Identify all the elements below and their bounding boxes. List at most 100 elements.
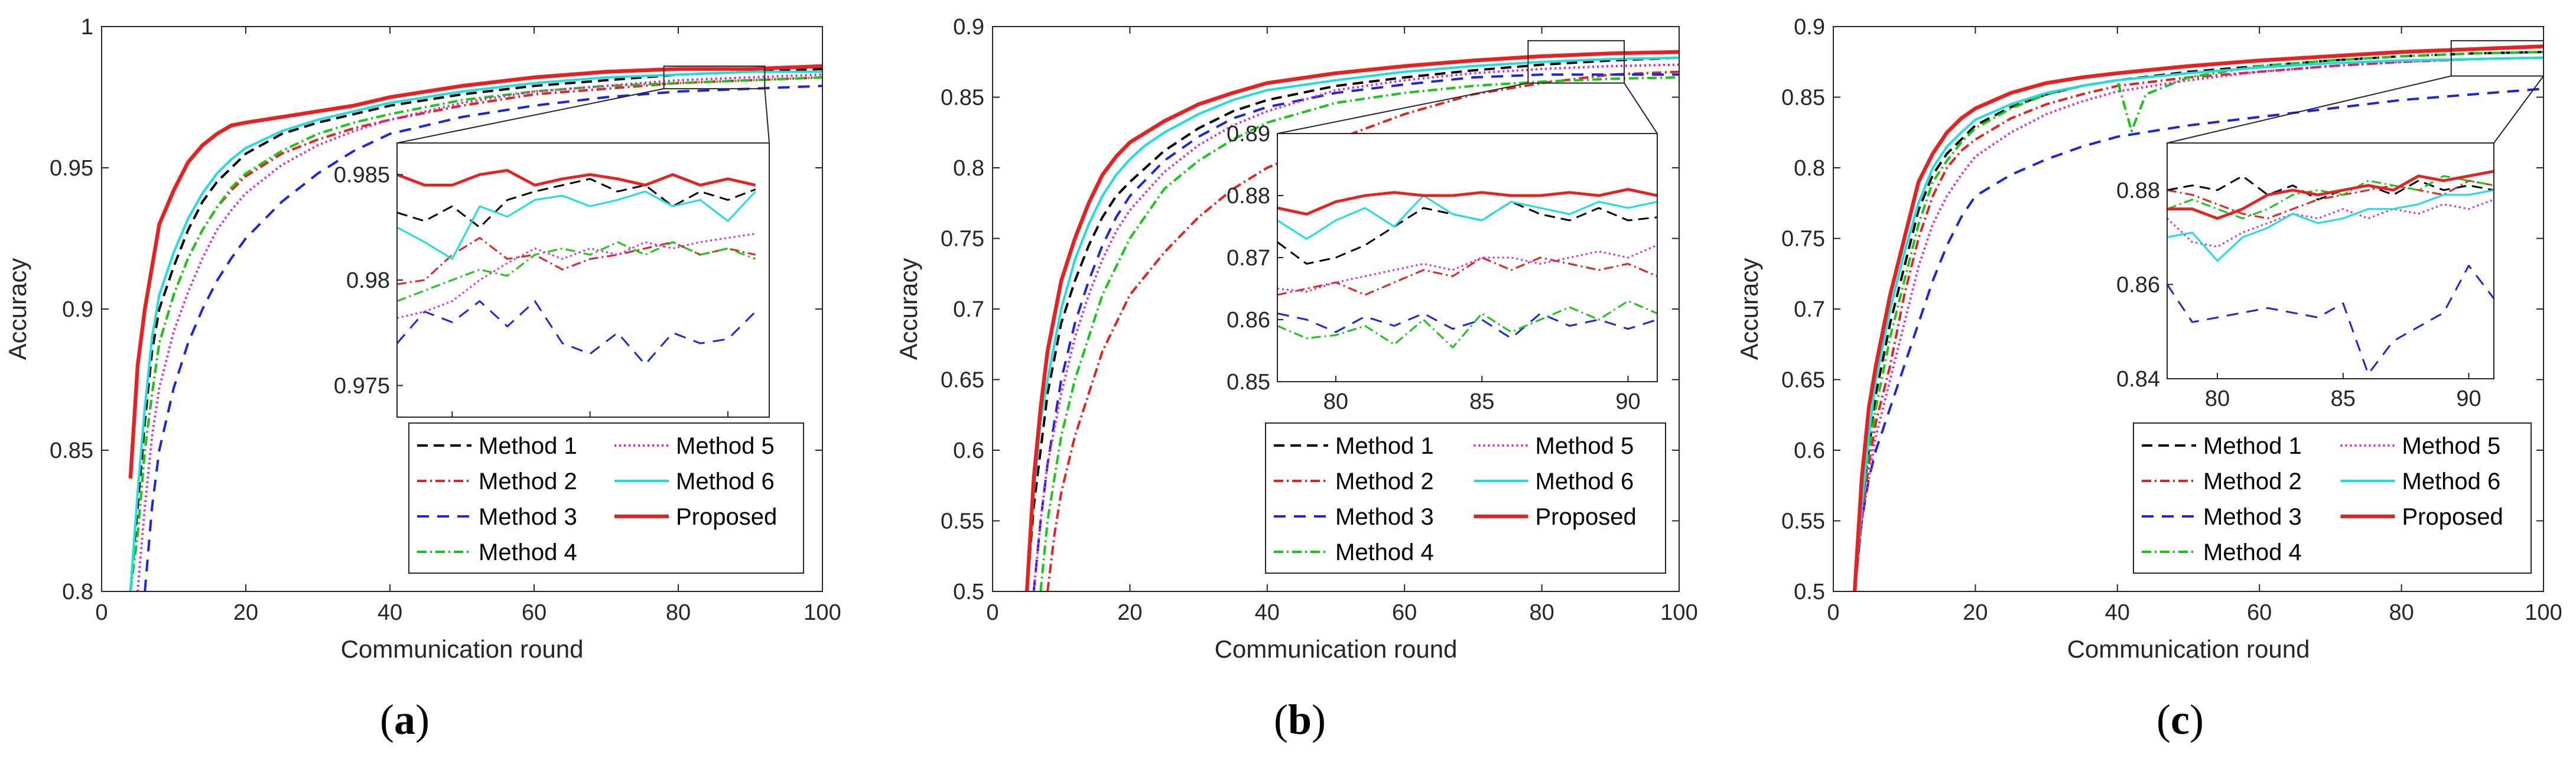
- panel-b-series-method-6: [1026, 56, 1679, 591]
- panel-c-ytick-label: 0.7: [1794, 297, 1825, 322]
- panel-a-xtick-label: 60: [522, 600, 547, 625]
- panel-a-xtick-label: 100: [804, 600, 841, 625]
- panel-b-xlabel: Communication round: [1215, 635, 1458, 663]
- panel-c-ytick-label: 0.85: [1781, 86, 1825, 110]
- panel-c-legend-box: [2133, 422, 2532, 574]
- panel-c-xtick-label: 0: [1827, 600, 1839, 625]
- panel-b-inset-lines: [1277, 188, 1657, 349]
- panel-a-legend-label-method-3: Method 3: [479, 504, 577, 530]
- panel-c-inset-ytick-label: 0.88: [2116, 178, 2160, 203]
- panel-a-ylabel: Accuracy: [4, 258, 31, 360]
- panel-b-caption-letter: b: [1288, 696, 1312, 743]
- panel-c-zoom-connector-left: [2167, 75, 2451, 144]
- panel-a-series-method-6: [129, 70, 822, 591]
- panel-b-inset-series-method-3: [1277, 313, 1657, 339]
- panel-c-series-method-4: [1853, 51, 2544, 591]
- panel-a-ytick-label: 0.8: [62, 580, 93, 604]
- panel-b-ylabel: Accuracy: [895, 258, 922, 360]
- panel-a-legend-label-proposed: Proposed: [676, 504, 777, 530]
- panel-b-caption-open: (: [1274, 696, 1288, 743]
- panel-a-inset-series-method-6: [397, 190, 756, 260]
- panel-c-inset-lines: [2167, 170, 2494, 375]
- panel-c-ytick-label: 0.5: [1794, 580, 1825, 604]
- panel-b-ytick-label: 0.6: [953, 438, 984, 463]
- panel-b-xtick-label: 80: [1529, 600, 1554, 625]
- panel-b-ytick-label: 0.9: [953, 15, 984, 40]
- panel-c-inset-series-method-6: [2167, 189, 2494, 262]
- panel-a-zoom-box: [663, 65, 766, 90]
- panel-a-series-proposed: [128, 64, 822, 479]
- panel-a-ytick-label: 0.95: [50, 156, 93, 181]
- panel-b-xtick-label: 40: [1255, 600, 1280, 625]
- panel-a-lines: [128, 64, 822, 591]
- panel-c-caption-close: ): [2190, 696, 2204, 743]
- panel-a-zoom-connector-right: [764, 89, 770, 144]
- panel-a-zoom-connector-left: [396, 88, 664, 144]
- panel-b-series-method-1: [1026, 56, 1679, 591]
- panel-b-inset: 80 85 90 0.85 0.86 0.87 0.88 0.89: [1227, 122, 1658, 414]
- panel-b-legend-label-method-1: Method 1: [1335, 433, 1434, 459]
- panel-b-zoom-box: [1527, 40, 1625, 84]
- panel-a-series-method-4: [129, 76, 822, 591]
- panel-b-inset-xtick-label: 90: [1615, 389, 1640, 414]
- panel-b-legend-label-method-5: Method 5: [1536, 433, 1634, 459]
- panel-b-inset-bg: [1277, 134, 1657, 382]
- panel-c-ytick-label: 0.9: [1794, 15, 1825, 40]
- panel-a-legend-label-method-1: Method 1: [479, 433, 577, 459]
- panel-a-ytick-label: 0.9: [62, 297, 93, 322]
- panel-c-legend-label-method-5: Method 5: [2402, 433, 2501, 459]
- panel-c-legend-label-method-2: Method 2: [2203, 469, 2302, 495]
- panel-b-series-method-5: [1032, 63, 1679, 591]
- panel-a-xlabel: Communication round: [341, 635, 584, 663]
- panel-a-xtick-label: 0: [95, 600, 108, 625]
- panel-b-zoom-connector-left: [1277, 82, 1528, 134]
- panel-b-ytick-label: 0.65: [941, 368, 984, 393]
- panel-b-legend-label-proposed: Proposed: [1536, 504, 1637, 530]
- panel-b-ytick-label: 0.55: [941, 509, 984, 534]
- panel-b-legend-label-method-4: Method 4: [1335, 539, 1434, 565]
- panel-b-xtick-label: 100: [1660, 600, 1697, 625]
- panel-b-inset-series-proposed: [1277, 188, 1657, 216]
- panel-a-inset-series-method-4: [397, 241, 756, 303]
- panel-a-inset-series-method-3: [397, 300, 756, 366]
- panel-c-legend-label-method-6: Method 6: [2402, 469, 2501, 495]
- panel-c-xtick-label: 20: [1963, 600, 1988, 625]
- panel-c-inset-xtick-label: 85: [2331, 386, 2356, 411]
- panel-c-xtick-label: 100: [2525, 600, 2562, 625]
- panel-a-series-method-1: [129, 67, 822, 591]
- panel-c-inset-box: [2167, 142, 2494, 379]
- panel-c-inset: 80 85 90 0.84 0.86 0.88: [2116, 142, 2494, 411]
- panel-b-series-method-2: [1046, 70, 1679, 591]
- panel-b-inset-ytick-label: 0.85: [1227, 370, 1270, 395]
- panel-a-legend-label-method-6: Method 6: [676, 469, 775, 495]
- panel-c-inset-series-method-1: [2167, 175, 2494, 201]
- panel-c-caption-open: (: [2157, 696, 2171, 743]
- panel-b-ytick-label: 0.7: [953, 297, 984, 322]
- panel-c-xtick-label: 60: [2247, 600, 2272, 625]
- panel-b-lines: [1024, 50, 1679, 591]
- panel-a-xtick-label: 40: [378, 600, 402, 625]
- panel-c-inset-ytick-label: 0.84: [2116, 367, 2160, 392]
- panel-c: 0 20 40 60 80 100 0.5 0.55 0.6 0.65 0.7 0.75 0.8 0.85…: [1735, 15, 2562, 743]
- panel-b-ytick-label: 0.8: [953, 156, 984, 181]
- panel-c-inset-series-method-4: [2167, 175, 2494, 220]
- panel-b-ytick-label: 0.85: [941, 86, 984, 110]
- panel-c-inset-ytick-label: 0.86: [2116, 272, 2160, 297]
- panel-c-series-method-1: [1853, 51, 2544, 591]
- panel-b: 0 20 40 60 80 100 0.5 0.55 0.6 0.65 0.7 0.75 0.8 0.85…: [895, 15, 1698, 743]
- panel-c-series-proposed: [1852, 44, 2544, 591]
- panel-c-xtick-label: 80: [2389, 600, 2414, 625]
- panel-b-xtick-label: 20: [1117, 600, 1142, 625]
- panel-b-ytick-label: 0.5: [953, 580, 984, 604]
- panel-c-caption-letter: c: [2171, 696, 2190, 743]
- panel-c-legend: Method 1 Method 5 Method 2 Method 6 Method 3…: [2133, 422, 2532, 574]
- panel-a-legend-label-method-4: Method 4: [479, 539, 577, 565]
- panel-b-legend-label-method-3: Method 3: [1335, 504, 1434, 530]
- panel-a-xtick-label: 80: [666, 600, 691, 625]
- panel-b-series-proposed: [1024, 50, 1679, 591]
- panel-b-xtick-label: 60: [1392, 600, 1417, 625]
- panel-a-legend-label-method-2: Method 2: [479, 469, 577, 495]
- panel-a-legend-box: [408, 422, 804, 574]
- panel-c-inset-bg: [2167, 143, 2494, 379]
